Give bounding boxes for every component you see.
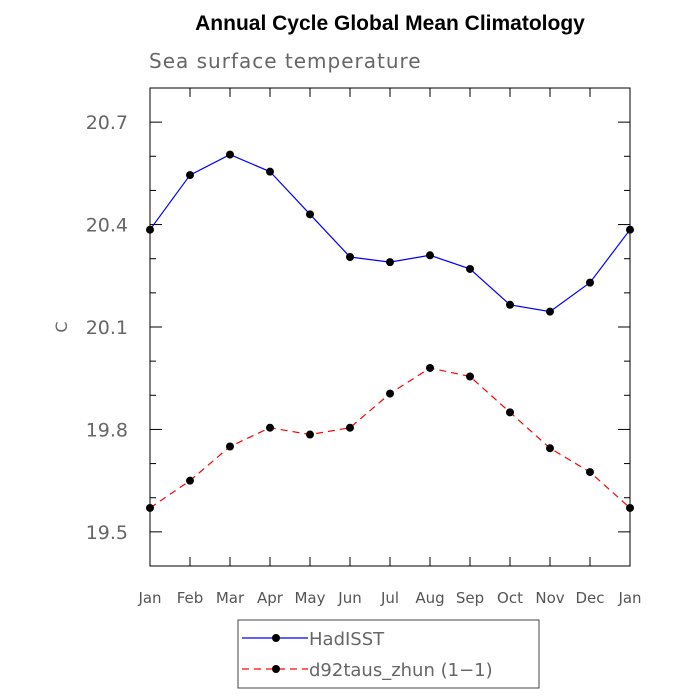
series-1-point	[146, 225, 154, 234]
series-2-point	[386, 389, 394, 398]
series-2-point	[506, 408, 514, 417]
legend-marker-1	[272, 634, 280, 642]
series-1-point	[506, 300, 514, 309]
series-1-point	[466, 264, 474, 273]
x-tick-label: Oct	[497, 589, 523, 607]
series-line-2	[149, 367, 631, 509]
y-axis-label: C	[52, 321, 71, 332]
x-tick-label: Jul	[380, 589, 399, 607]
x-tick-label: Jan	[137, 589, 161, 607]
x-tick-label: Feb	[177, 589, 204, 607]
axis-tick-labels: Jan Feb Mar Apr May Jun Jul Aug Sep Oct Nov Dec Jan 1…	[86, 112, 642, 607]
y-tick-label: 20.7	[86, 112, 128, 134]
chart-title: Annual Cycle Global Mean Climatology	[195, 12, 585, 35]
y-tick-label: 19.5	[86, 522, 128, 544]
series-2-point	[346, 423, 354, 432]
series-2-point	[226, 442, 234, 451]
x-tick-label: Jun	[337, 589, 361, 607]
series-2-point	[466, 372, 474, 381]
series-1-point	[186, 171, 194, 180]
series-1-point	[386, 258, 394, 267]
x-tick-label: Dec	[575, 589, 604, 607]
y-tick-label: 19.8	[86, 419, 128, 441]
series-1-point	[226, 150, 234, 159]
y-tick-label: 20.4	[86, 215, 128, 237]
series-1-point	[546, 307, 554, 316]
series-2-point	[426, 363, 434, 372]
series-layer	[146, 150, 634, 512]
series-2-point	[186, 476, 194, 485]
series-line-1	[149, 153, 631, 313]
series-2-point	[626, 503, 634, 512]
x-tick-label: Sep	[456, 589, 484, 607]
y-tick-label: 20.1	[86, 317, 128, 339]
series-1-point	[626, 225, 634, 234]
x-tick-label: Aug	[415, 589, 444, 607]
series-1-point	[266, 167, 274, 176]
legend-marker-2	[272, 665, 280, 673]
series-2-point	[306, 430, 314, 439]
chart-subtitle: Sea surface temperature	[149, 49, 422, 73]
axis-ticks	[149, 87, 631, 567]
series-1-point	[586, 278, 594, 287]
x-tick-label: Apr	[257, 589, 284, 607]
legend-label-2: d92taus_zhun (1−1)	[309, 660, 493, 681]
series-2-point	[146, 503, 154, 512]
x-tick-label: Nov	[535, 589, 564, 607]
series-1-point	[426, 251, 434, 260]
x-tick-label: Jan	[617, 589, 641, 607]
series-1-point	[306, 210, 314, 219]
series-2-point	[586, 468, 594, 477]
legend-box	[237, 619, 540, 689]
series-2-point	[266, 423, 274, 432]
x-tick-label: Mar	[216, 589, 245, 607]
legend: HadISST d92taus_zhun (1−1)	[242, 629, 493, 681]
plot-frame	[149, 87, 631, 567]
legend-label-1: HadISST	[309, 629, 385, 650]
series-2-point	[546, 444, 554, 453]
x-tick-label: May	[294, 589, 325, 607]
series-1-point	[346, 253, 354, 262]
